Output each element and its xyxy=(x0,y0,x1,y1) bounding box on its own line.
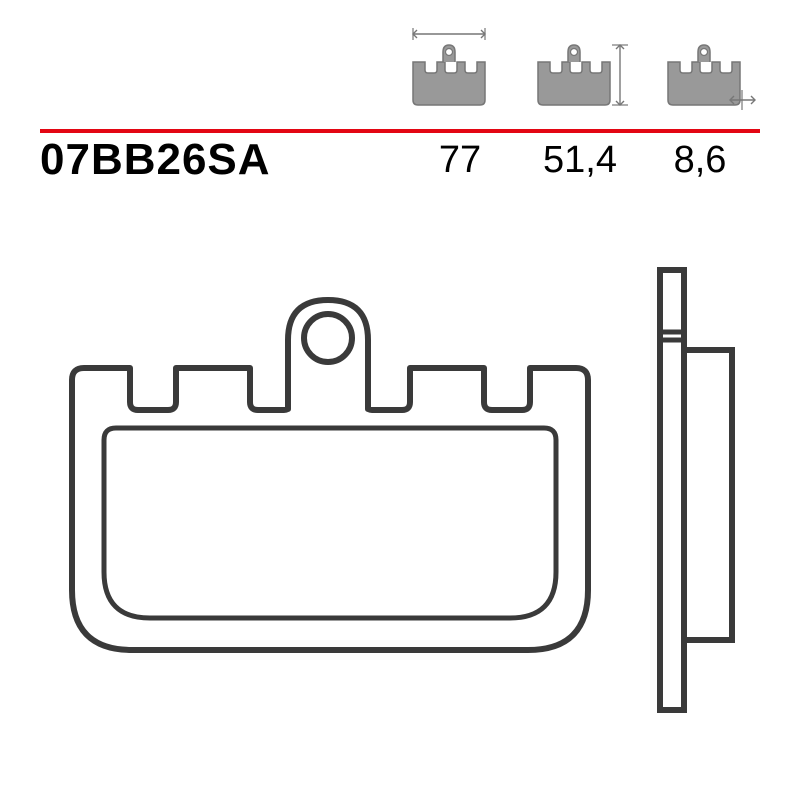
front-view xyxy=(72,300,588,650)
product-spec-sheet: 07BB26SA 77 51,4 8,6 xyxy=(0,0,800,800)
technical-drawing xyxy=(40,230,760,750)
dimension-icons xyxy=(400,20,780,110)
height-value: 51,4 xyxy=(520,139,640,182)
thickness-icon xyxy=(668,45,755,110)
height-icon xyxy=(538,45,628,105)
thickness-value: 8,6 xyxy=(640,139,760,182)
spec-header-row: 07BB26SA 77 51,4 8,6 xyxy=(40,130,760,190)
side-view xyxy=(660,270,732,710)
separator-line xyxy=(40,120,760,124)
width-value: 77 xyxy=(400,139,520,182)
width-icon xyxy=(413,28,485,105)
dimension-icons-svg xyxy=(400,20,760,110)
part-number: 07BB26SA xyxy=(40,135,400,185)
